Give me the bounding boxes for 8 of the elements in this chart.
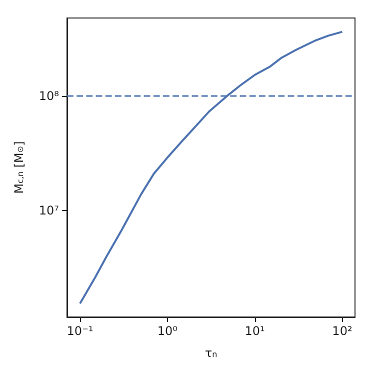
x-tick-label: 10⁰ <box>157 324 178 338</box>
x-tick-label: 10⁻¹ <box>66 324 94 338</box>
y-tick-label: 10⁸ <box>38 88 60 103</box>
y-axis-title: Mc,n [M⊙] <box>12 141 26 194</box>
x-tick-label: 10² <box>332 324 352 338</box>
x-tick-label: 10¹ <box>244 324 266 338</box>
y-tick-label: 10⁷ <box>38 204 60 218</box>
x-axis-title: τn <box>204 346 218 360</box>
